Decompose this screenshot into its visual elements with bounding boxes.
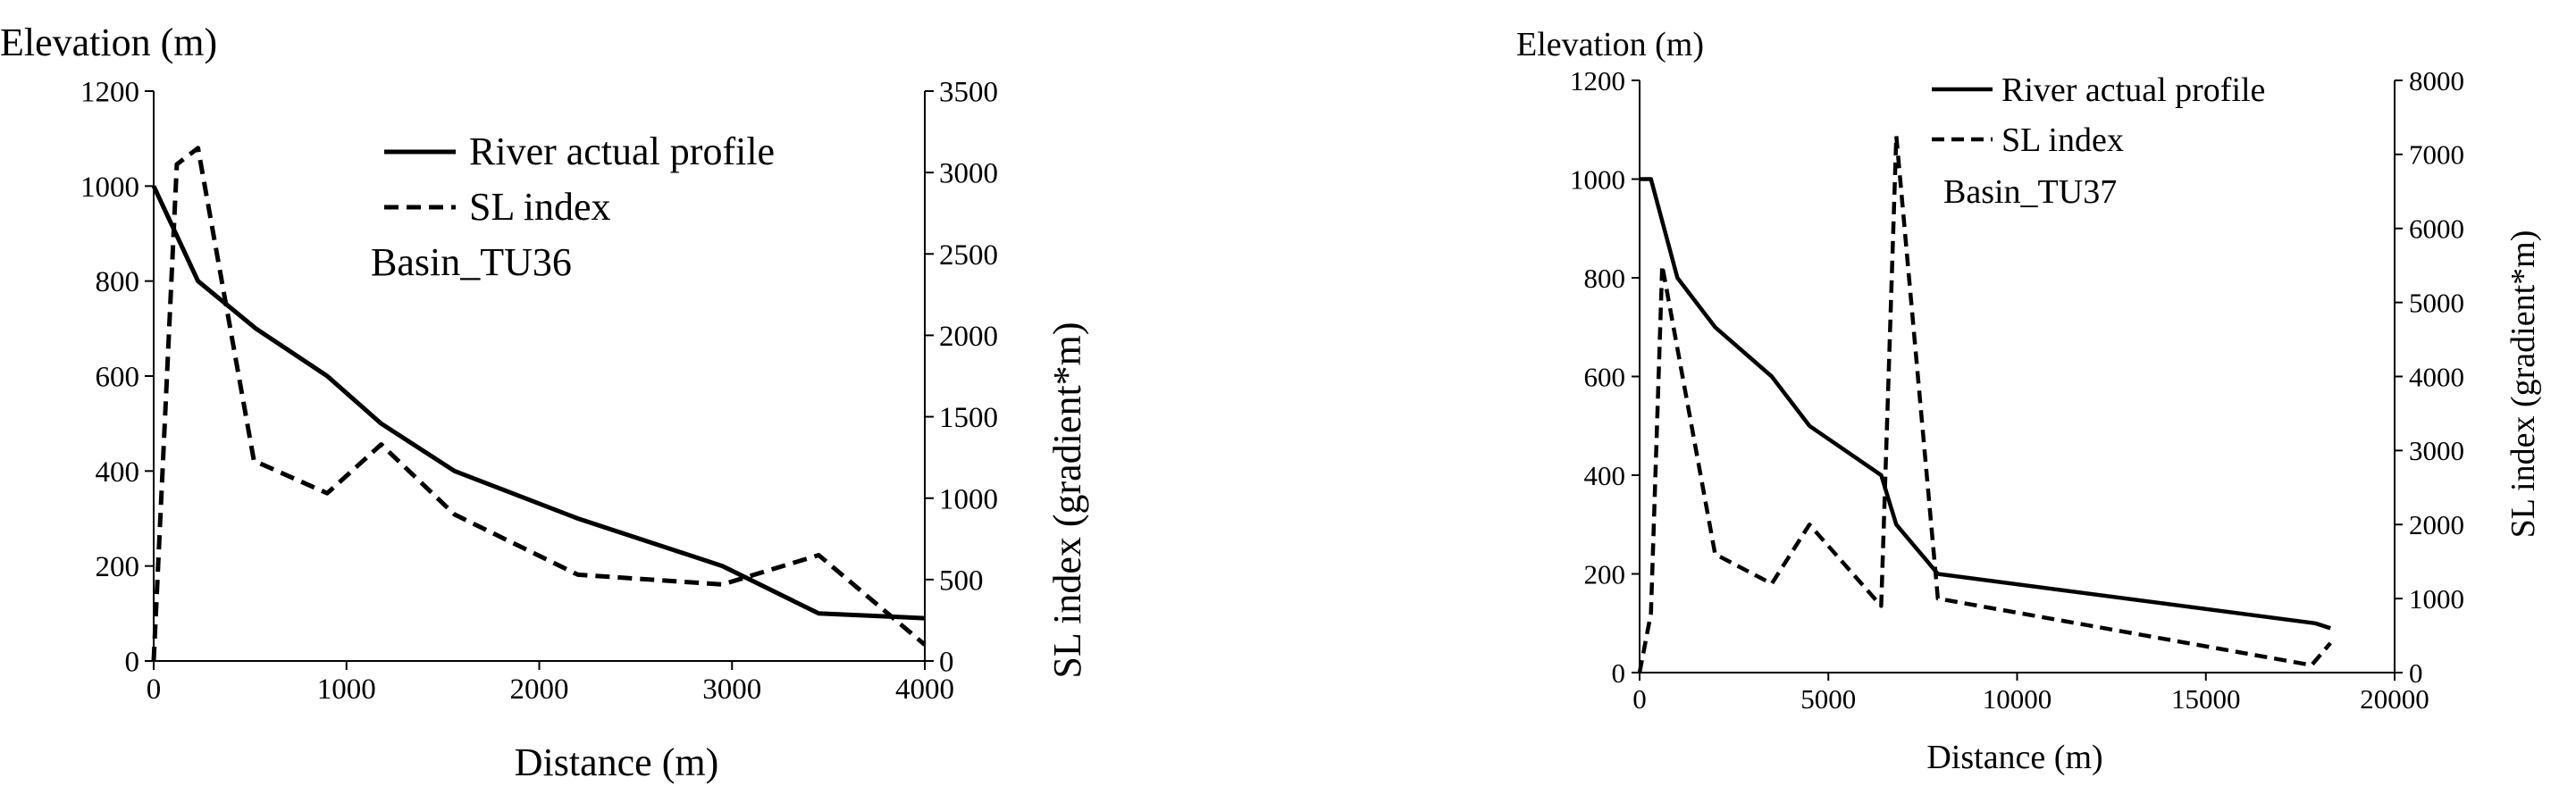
y-right-tick-label: 4000	[2409, 361, 2464, 392]
y-left-label: Elevation (m)	[1516, 26, 1704, 63]
y-right-tick-label: 5000	[2409, 287, 2464, 318]
x-tick-label: 5000	[1800, 683, 1856, 715]
y-left-tick-label: 1200	[80, 77, 139, 109]
y-left-tick-label: 800	[96, 266, 140, 298]
series-layer	[151, 146, 927, 662]
basin-annotation: Basin_TU37	[1943, 173, 2117, 211]
y-right-tick-label: 3500	[939, 77, 998, 109]
x-tick-label: 2000	[510, 673, 569, 706]
y-right-tick-label: 0	[939, 647, 954, 679]
y-right-tick-label: 1000	[939, 483, 998, 515]
x-tick-label: 15000	[2171, 683, 2241, 715]
y-right-tick-label: 6000	[2409, 213, 2464, 245]
tick-labels: 0 5000 10000 15000 2000002004006008001000120…	[1570, 65, 2464, 715]
y-left-tick-label: 800	[1584, 263, 1626, 294]
axes	[145, 90, 934, 670]
chart-basin-tu37: Elevation (m) 0 5000 10000 15000 20000020040…	[1516, 26, 2542, 776]
y-left-tick-label: 600	[1584, 361, 1626, 392]
series-layer	[1637, 133, 2332, 673]
x-axis-label: Distance (m)	[515, 740, 718, 784]
y-left-tick-label: 0	[1612, 657, 1626, 689]
axes	[1632, 79, 2403, 681]
series-line-sl-index	[1637, 133, 2332, 673]
legend-entry-profile: River actual profile	[469, 130, 775, 173]
y-left-tick-label: 600	[96, 362, 140, 394]
x-axis-label: Distance (m)	[1926, 739, 2102, 776]
y-right-tick-label: 0	[2409, 657, 2423, 689]
y-right-tick-label: 2500	[939, 239, 998, 272]
series-line-river-profile	[1640, 177, 2331, 631]
x-tick-label: 0	[147, 673, 162, 706]
y-right-tick-label: 2000	[2409, 509, 2464, 540]
x-tick-label: 4000	[895, 673, 954, 706]
y-left-tick-label: 200	[96, 551, 140, 583]
x-tick-label: 20000	[2360, 683, 2429, 715]
y-right-tick-label: 7000	[2409, 139, 2464, 171]
y-left-label: Elevation (m)	[0, 21, 217, 64]
y-left-tick-label: 200	[1584, 558, 1626, 590]
basin-annotation: Basin_TU36	[371, 240, 572, 284]
series-line-sl-index	[151, 146, 927, 662]
y-right-tick-label: 500	[939, 565, 984, 597]
x-tick-label: 10000	[1983, 683, 2052, 715]
y-left-tick-label: 400	[96, 456, 140, 489]
legend: River actual profile SL index	[384, 130, 775, 229]
y-right-tick-label: 1000	[2409, 583, 2464, 615]
y-right-tick-label: 8000	[2409, 65, 2464, 96]
y-left-tick-label: 400	[1584, 460, 1626, 491]
legend-entry-sl-index: SL index	[469, 185, 610, 229]
y-left-tick-label: 1000	[80, 171, 139, 204]
y-right-tick-label: 2000	[939, 321, 998, 353]
y-right-label: SL index (gradient*m)	[2505, 230, 2542, 539]
legend: River actual profile SL index	[1932, 71, 2265, 159]
y-right-tick-label: 3000	[939, 158, 998, 190]
x-tick-label: 1000	[317, 673, 376, 706]
legend-entry-sl-index: SL index	[2001, 121, 2124, 159]
y-right-label: SL index (gradient*m)	[1045, 322, 1089, 678]
tick-labels: 0 1000 2000 3000 400002004006008001000120005…	[80, 77, 998, 706]
y-right-tick-label: 3000	[2409, 435, 2464, 466]
x-tick-label: 0	[1632, 683, 1647, 715]
y-left-tick-label: 1200	[1570, 65, 1625, 96]
y-left-tick-label: 1000	[1570, 163, 1625, 195]
x-tick-label: 3000	[702, 673, 761, 706]
legend-entry-profile: River actual profile	[2001, 71, 2265, 109]
chart-basin-tu36: Elevation (m) 0 1000 2000 3000 4000020040060…	[0, 21, 1089, 784]
y-right-tick-label: 1500	[939, 402, 998, 434]
y-left-tick-label: 0	[125, 647, 140, 679]
